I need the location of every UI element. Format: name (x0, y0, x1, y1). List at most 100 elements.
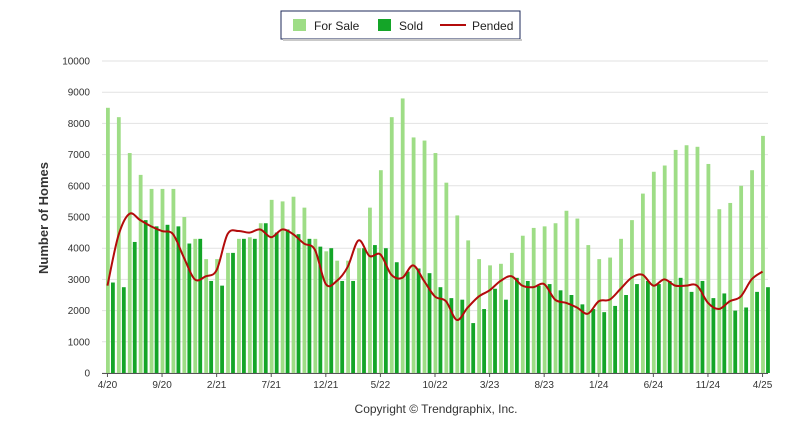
legend-frame (280, 10, 521, 40)
y-axis-title: Number of Homes (36, 162, 51, 274)
bar-sold (351, 280, 355, 373)
bar-for-sale (237, 238, 241, 373)
bar-for-sale (357, 248, 361, 373)
bar-sold (274, 232, 279, 373)
bar-sold (504, 299, 508, 373)
bar-sold (198, 238, 203, 373)
bar-for-sale (673, 149, 678, 373)
bar-sold (438, 287, 443, 373)
bar-sold (678, 277, 683, 373)
bar-for-sale (662, 165, 667, 373)
bar-for-sale (149, 188, 154, 373)
bar-for-sale (455, 215, 460, 373)
bar-for-sale (619, 238, 623, 373)
bar-for-sale (400, 98, 405, 373)
y-tick-label: 7000 (68, 150, 91, 161)
y-tick-label: 9000 (68, 88, 91, 99)
bar-for-sale (531, 227, 536, 373)
bar-for-sale (313, 238, 318, 373)
legend-label-pended: Pended (472, 19, 513, 33)
legend-label-for-sale: For Sale (314, 19, 360, 33)
bar-for-sale (444, 182, 449, 373)
bar-sold (329, 248, 334, 373)
y-tick-label: 10000 (62, 57, 90, 68)
bar-sold (111, 282, 115, 373)
bar-sold (460, 299, 465, 373)
bar-sold (700, 280, 705, 373)
bar-sold (711, 298, 716, 373)
bar-for-sale (204, 259, 209, 373)
bar-sold (449, 298, 454, 373)
bar-for-sale (564, 210, 569, 373)
bar-sold (427, 273, 432, 373)
bar-sold (591, 309, 596, 373)
bar-for-sale (630, 220, 634, 373)
bar-sold (602, 312, 607, 373)
bar-sold (383, 248, 388, 373)
bar-for-sale (717, 209, 722, 373)
bar-for-sale (247, 237, 252, 373)
bar-for-sale (706, 163, 711, 373)
bar-for-sale (138, 174, 143, 373)
bar-sold (645, 280, 650, 373)
bar-for-sale (739, 185, 744, 373)
y-tick-label: 3000 (68, 275, 91, 286)
pended-line (106, 212, 764, 321)
x-tick-label: 7/21 (261, 380, 281, 391)
bar-for-sale (127, 153, 132, 373)
copyright-credit: Copyright © Trendgraphix, Inc. (355, 402, 518, 416)
bar-sold (340, 280, 345, 373)
bar-for-sale (509, 252, 514, 373)
bar-sold (296, 234, 301, 373)
x-tick-label: 10/22 (422, 380, 447, 391)
bar-sold (405, 271, 410, 373)
bar-sold (733, 310, 738, 373)
bar-for-sale (651, 171, 656, 373)
bar-sold (154, 226, 159, 373)
bar-for-sale (684, 145, 689, 373)
x-axis-ticks: 4/20 9/20 2/21 7/21 12/21 5/22 10/22 3/23 8/23 1/… (98, 373, 773, 391)
bar-sold (744, 307, 749, 373)
bar-sold (471, 323, 476, 373)
x-tick-label: 8/23 (534, 380, 554, 391)
x-tick-label: 4/25 (753, 380, 773, 391)
x-tick-label: 3/23 (480, 380, 500, 391)
legend: For Sale Sold Pended (280, 10, 522, 41)
x-tick-label: 4/20 (98, 380, 118, 391)
bar-for-sale (553, 223, 558, 373)
bar-sold (121, 287, 126, 373)
bar-sold (755, 291, 759, 373)
bar-sold (285, 229, 290, 373)
y-tick-label: 6000 (68, 181, 91, 192)
y-tick-label: 2000 (68, 306, 91, 317)
bar-for-sale (695, 146, 700, 373)
bar-sold (242, 238, 246, 373)
bar-sold (362, 248, 366, 373)
bar-sold (187, 243, 192, 373)
y-tick-label: 8000 (68, 119, 91, 130)
bar-for-sale (215, 259, 219, 373)
bar-for-sale (411, 137, 416, 373)
x-tick-label: 9/20 (152, 380, 172, 391)
bar-sold (558, 290, 563, 373)
bar-sold (176, 226, 181, 373)
bar-for-sale (269, 199, 274, 373)
bar-for-sale (324, 251, 329, 373)
bar-sold (373, 245, 377, 373)
bar-sold (307, 238, 312, 373)
bar-for-sale (182, 217, 187, 373)
bar-for-sale (389, 117, 394, 373)
legend-shadow (283, 39, 522, 41)
bar-for-sale (728, 202, 733, 373)
bar-for-sale (160, 188, 165, 373)
bar-sold (656, 284, 661, 373)
bar-sold (547, 284, 552, 373)
bar-for-sale (597, 259, 602, 373)
bar-for-sale (226, 252, 230, 373)
bar-for-sale (608, 257, 613, 373)
bar-for-sale (488, 265, 492, 373)
bar-for-sale (106, 107, 110, 374)
bar-sold (252, 238, 257, 373)
legend-swatch-for-sale (293, 19, 306, 31)
